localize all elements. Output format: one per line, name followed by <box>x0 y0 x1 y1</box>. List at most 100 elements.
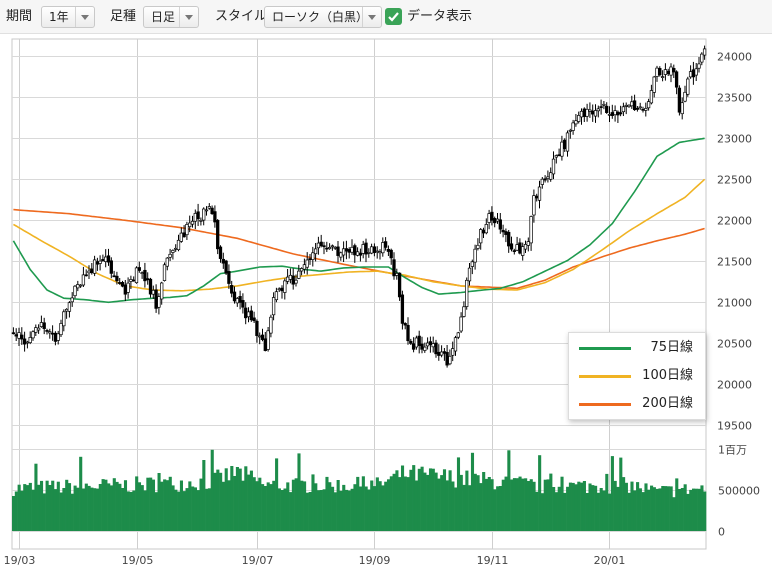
volume-bar <box>577 481 581 531</box>
volume-bar <box>177 491 181 531</box>
candle-body <box>146 278 150 281</box>
volume-bar <box>532 481 536 531</box>
volume-bar <box>14 491 18 531</box>
candle-body <box>479 229 483 244</box>
candle-body <box>137 267 141 271</box>
volume-bar <box>694 488 698 531</box>
candle-body <box>316 242 321 249</box>
volume-bar <box>31 489 35 531</box>
candle-body <box>204 209 209 212</box>
volume-bar <box>568 482 572 531</box>
volume-bar <box>412 465 416 531</box>
volume-bar <box>462 484 466 531</box>
candle-body <box>313 248 318 255</box>
candle-body <box>437 351 441 356</box>
candle-body <box>14 334 18 337</box>
volume-bar <box>440 475 444 531</box>
volume-bar <box>678 489 682 531</box>
candle-body <box>507 231 511 247</box>
candle-body <box>378 251 382 254</box>
volume-bar <box>619 457 623 531</box>
candle-body <box>386 248 391 252</box>
candle-body <box>221 258 225 264</box>
volume-bar <box>557 486 561 531</box>
volume-bar <box>303 481 307 531</box>
candle-body <box>616 111 620 116</box>
style-select[interactable]: ローソク（白黒） <box>264 6 382 28</box>
volume-bar <box>700 485 704 531</box>
volume-bar <box>367 489 371 531</box>
volume-bar <box>168 476 172 531</box>
volume-bar <box>442 469 447 531</box>
period-select-value: 1年 <box>49 10 69 24</box>
volume-bar <box>560 476 564 531</box>
volume-bar <box>521 478 525 531</box>
volume-bar <box>199 478 203 531</box>
data-display-checkbox[interactable] <box>385 8 402 25</box>
volume-bar <box>650 485 654 531</box>
candle-body <box>168 253 172 258</box>
volume-bar <box>311 474 315 531</box>
candle-body <box>311 252 315 260</box>
volume-bar <box>554 492 558 531</box>
candle-body <box>546 176 550 179</box>
volume-bar <box>129 491 133 531</box>
candle-body <box>571 122 575 131</box>
volume-bar <box>680 488 684 531</box>
x-tick-label: 19/07 <box>242 554 274 567</box>
x-tick-label: 19/11 <box>477 554 509 567</box>
volume-bar <box>395 470 399 531</box>
candle-body <box>199 219 203 222</box>
volume-bar <box>400 465 405 531</box>
volume-bar <box>23 484 27 531</box>
candle-body <box>336 246 340 256</box>
volume-bar <box>361 476 365 531</box>
candle-body <box>34 327 38 333</box>
volume-bar <box>291 479 295 531</box>
volume-bar <box>163 479 167 531</box>
volume-bar <box>493 489 497 531</box>
candle-body <box>188 222 192 228</box>
volume-bar <box>384 481 388 531</box>
volume-bar <box>608 493 612 531</box>
candle-body <box>535 195 539 199</box>
volume-bar <box>67 483 72 531</box>
candle-body <box>120 282 125 287</box>
volume-bar <box>683 484 687 531</box>
volume-bar <box>143 490 147 531</box>
candle-body <box>283 280 287 293</box>
candle-body <box>445 352 449 366</box>
candle-body <box>473 248 477 263</box>
volume-bar <box>137 482 142 531</box>
volume-bar <box>638 488 642 531</box>
candle-body <box>442 351 447 354</box>
volume-bar <box>484 478 489 531</box>
candle-body <box>193 213 197 222</box>
volume-bar <box>235 467 239 531</box>
volume-bar <box>233 476 237 531</box>
candle-body <box>537 186 542 201</box>
volume-bar <box>353 484 357 531</box>
volume-bar <box>510 479 514 531</box>
candle-body <box>115 275 119 282</box>
data-display-label[interactable]: データ表示 <box>407 9 473 24</box>
volume-bar <box>342 484 346 531</box>
candle-body <box>392 259 396 277</box>
candle-body <box>174 247 178 250</box>
candle-body <box>697 63 701 69</box>
volume-bar <box>426 474 430 531</box>
volume-bar <box>350 488 354 531</box>
candle-body <box>232 291 237 302</box>
volume-bar <box>300 480 304 531</box>
volume-bar <box>258 477 262 531</box>
volume-bar <box>647 489 651 531</box>
volume-bar <box>317 490 321 531</box>
candle-body <box>112 275 116 278</box>
candle-body <box>179 232 183 242</box>
candle-body <box>90 268 94 274</box>
volume-bar <box>669 486 673 531</box>
period-select[interactable]: 1年 <box>41 6 95 28</box>
candle-body <box>76 284 80 289</box>
bar-type-select[interactable]: 日足 <box>143 6 199 28</box>
candle-body <box>434 342 438 355</box>
